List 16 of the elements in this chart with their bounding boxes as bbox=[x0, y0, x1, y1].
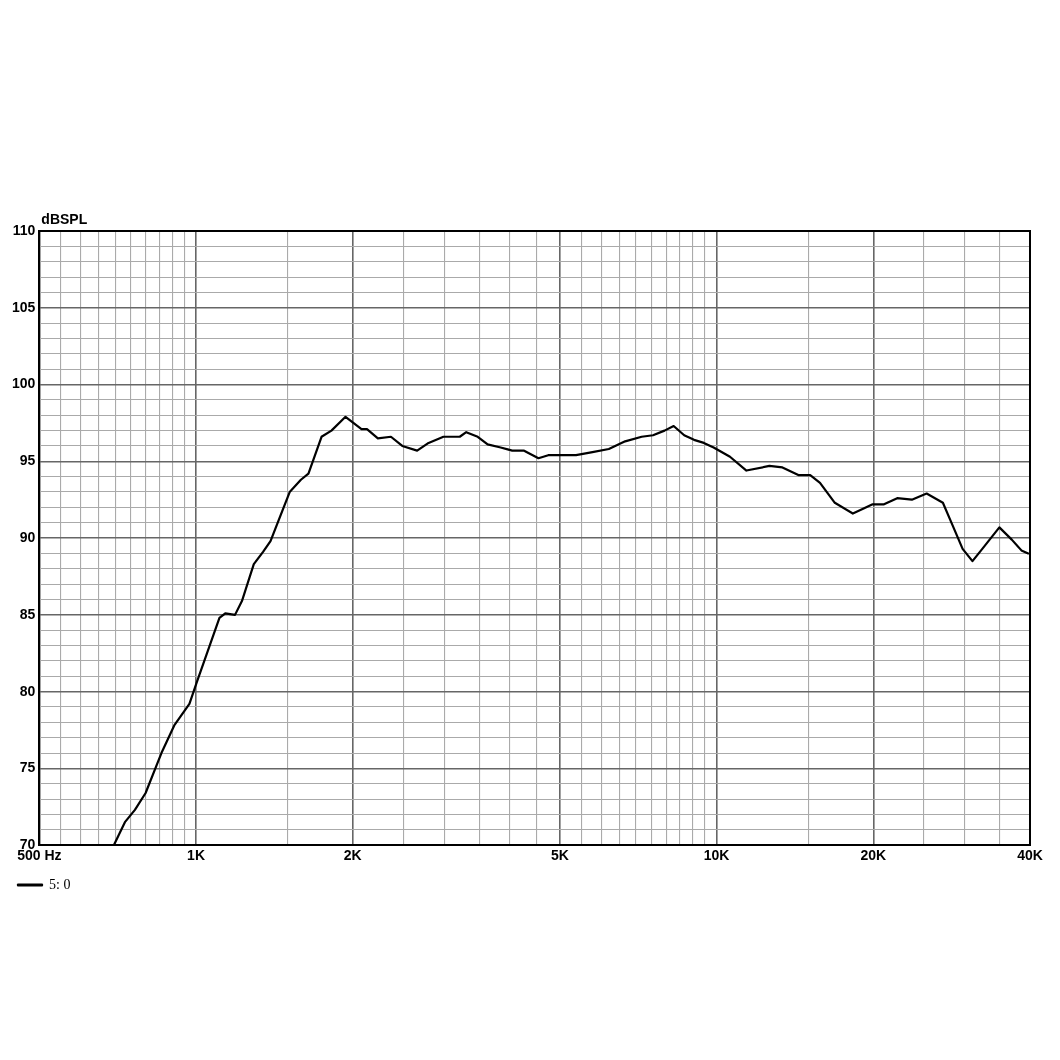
x-tick-label: 20K bbox=[860, 847, 887, 864]
y-tick-label: 90 bbox=[19, 528, 36, 545]
legend-label: 5: 0 bbox=[49, 876, 71, 892]
y-tick-label: 85 bbox=[19, 605, 36, 622]
y-tick-label: 105 bbox=[12, 298, 36, 315]
y-tick-label: 75 bbox=[19, 759, 36, 776]
y-tick-label: 80 bbox=[19, 682, 36, 699]
y-tick-label: 95 bbox=[19, 452, 36, 469]
x-tick-label: 2K bbox=[343, 847, 362, 864]
y-tick-label: 100 bbox=[12, 375, 36, 392]
y-axis-title: dBSPL bbox=[41, 210, 88, 227]
x-tick-label: 1K bbox=[187, 847, 206, 864]
x-tick-label: 5K bbox=[550, 847, 569, 864]
x-tick-label: 40K bbox=[1017, 847, 1043, 864]
y-tick-label: 110 bbox=[12, 221, 36, 238]
x-tick-label: 10K bbox=[703, 847, 730, 864]
